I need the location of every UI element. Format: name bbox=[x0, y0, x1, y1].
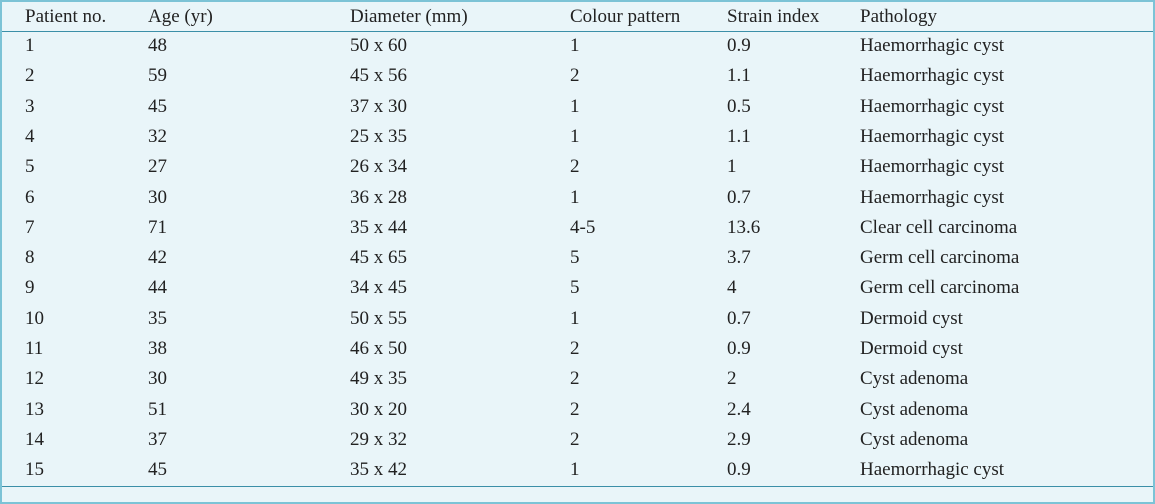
cell: Germ cell carcinoma bbox=[860, 247, 1020, 269]
header-cell: Strain index bbox=[727, 6, 820, 27]
cell: 1 bbox=[25, 35, 35, 56]
cell: 3.7 bbox=[727, 247, 751, 269]
cell: 38 bbox=[148, 338, 167, 359]
cell: Haemorrhagic cyst bbox=[860, 459, 1005, 481]
cell: Dermoid cyst bbox=[860, 307, 963, 329]
cell: 13 bbox=[25, 398, 44, 420]
cell: 2 bbox=[570, 398, 580, 420]
cell: 49 x 35 bbox=[350, 368, 407, 390]
cell: 2 bbox=[570, 65, 580, 87]
cell: 30 bbox=[148, 368, 167, 390]
cell: 0.7 bbox=[727, 186, 751, 208]
cell: 2 bbox=[570, 338, 580, 359]
cell: Haemorrhagic cyst bbox=[860, 95, 1005, 117]
cell: Cyst adenoma bbox=[860, 428, 969, 450]
cell: 0.9 bbox=[727, 459, 751, 481]
cell: 13.6 bbox=[727, 216, 761, 238]
cell: 30 x 20 bbox=[350, 398, 407, 420]
cell: Haemorrhagic cyst bbox=[860, 125, 1005, 147]
cell: 12 bbox=[25, 368, 44, 390]
cell: 2 bbox=[570, 368, 580, 390]
cell: 1 bbox=[570, 459, 580, 481]
cell: 0.5 bbox=[727, 95, 751, 117]
cell: 2 bbox=[25, 65, 35, 87]
cell: 5 bbox=[570, 277, 580, 299]
header-cell: Patient no. bbox=[25, 6, 107, 27]
cell: 1 bbox=[570, 307, 580, 329]
cell: 2 bbox=[570, 428, 580, 450]
cell: 37 bbox=[148, 428, 167, 450]
cell: 48 bbox=[148, 35, 167, 56]
cell: 35 x 44 bbox=[350, 216, 407, 238]
cell: 0.9 bbox=[727, 338, 751, 359]
cell: 32 bbox=[148, 125, 167, 147]
cell: 7 bbox=[25, 216, 35, 238]
cell: 1.1 bbox=[727, 65, 751, 87]
cell: Haemorrhagic cyst bbox=[860, 65, 1005, 87]
cell: Haemorrhagic cyst bbox=[860, 35, 1005, 56]
cell: 44 bbox=[148, 277, 167, 299]
cell: 6 bbox=[25, 186, 35, 208]
cell: 36 x 28 bbox=[350, 186, 407, 208]
cell: 9 bbox=[25, 277, 35, 299]
cell: 34 x 45 bbox=[350, 277, 407, 299]
cell: Haemorrhagic cyst bbox=[860, 186, 1005, 208]
cell: 2.9 bbox=[727, 428, 751, 450]
cell: 11 bbox=[25, 338, 44, 359]
cell: Germ cell carcinoma bbox=[860, 277, 1020, 299]
cell: 50 x 60 bbox=[350, 35, 407, 56]
cell: Clear cell carcinoma bbox=[860, 216, 1018, 238]
cell: 8 bbox=[25, 247, 35, 269]
cell: 30 bbox=[148, 186, 167, 208]
cell: 45 x 65 bbox=[350, 247, 407, 269]
cell: 27 bbox=[148, 156, 167, 178]
cell: 45 x 56 bbox=[350, 65, 407, 87]
cell: 5 bbox=[25, 156, 35, 178]
cell: Dermoid cyst bbox=[860, 338, 963, 359]
cell: 45 bbox=[148, 95, 167, 117]
cell: 45 bbox=[148, 459, 167, 481]
cell: 10 bbox=[25, 307, 44, 329]
header-cell: Diameter (mm) bbox=[350, 6, 468, 27]
cell: 1 bbox=[570, 125, 580, 147]
header-rule bbox=[2, 31, 1153, 32]
cell: 2 bbox=[727, 368, 737, 390]
cell: 1 bbox=[570, 35, 580, 56]
cell: 0.7 bbox=[727, 307, 751, 329]
bottom-rule bbox=[2, 486, 1153, 487]
cell: 4 bbox=[25, 125, 35, 147]
cell: 0.9 bbox=[727, 35, 751, 56]
cell: 2.4 bbox=[727, 398, 751, 420]
cell: 35 bbox=[148, 307, 167, 329]
header-cell: Age (yr) bbox=[148, 6, 213, 27]
cell: 71 bbox=[148, 216, 167, 238]
cell: 2 bbox=[570, 156, 580, 178]
cell: Haemorrhagic cyst bbox=[860, 156, 1005, 178]
cell: Cyst adenoma bbox=[860, 398, 969, 420]
cell: 4-5 bbox=[570, 216, 596, 238]
cell: 15 bbox=[25, 459, 44, 481]
cell: 59 bbox=[148, 65, 167, 87]
header-cell: Colour pattern bbox=[570, 6, 681, 27]
cell: 1 bbox=[727, 156, 737, 178]
cell: 51 bbox=[148, 398, 167, 420]
cell: 50 x 55 bbox=[350, 307, 407, 329]
cell: 29 x 32 bbox=[350, 428, 407, 450]
cell: 1 bbox=[570, 186, 580, 208]
cell: 4 bbox=[727, 277, 737, 299]
cell: 25 x 35 bbox=[350, 125, 407, 147]
cell: 35 x 42 bbox=[350, 459, 407, 481]
cell: 5 bbox=[570, 247, 580, 269]
cell: 1.1 bbox=[727, 125, 751, 147]
cell: 46 x 50 bbox=[350, 338, 407, 359]
cell: 26 x 34 bbox=[350, 156, 407, 178]
cell: 3 bbox=[25, 95, 35, 117]
header-cell: Pathology bbox=[860, 6, 938, 27]
cell: 42 bbox=[148, 247, 167, 269]
cell: 1 bbox=[570, 95, 580, 117]
cell: Cyst adenoma bbox=[860, 368, 969, 390]
cell: 14 bbox=[25, 428, 44, 450]
cell: 37 x 30 bbox=[350, 95, 407, 117]
